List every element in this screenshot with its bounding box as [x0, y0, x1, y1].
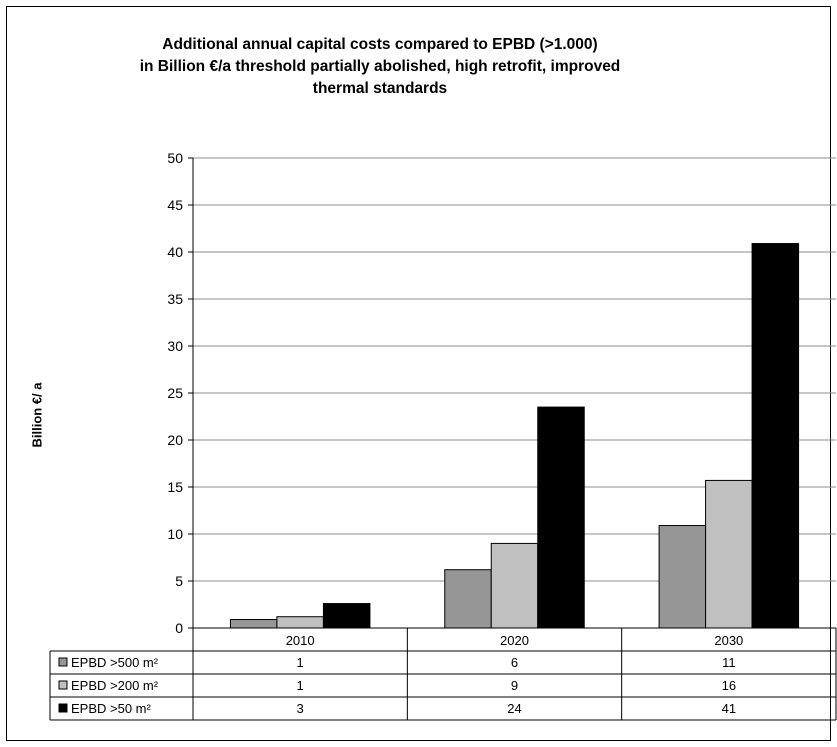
y-tick-label: 45	[167, 197, 183, 213]
x-category-label: 2020	[500, 633, 529, 648]
legend-swatch	[58, 680, 68, 690]
bar	[229, 619, 278, 629]
data-label: 41	[722, 701, 736, 716]
chart-title: Additional annual capital costs compared…	[100, 34, 660, 100]
legend-series-name: EPBD >500 m²	[71, 655, 159, 670]
bar	[322, 603, 371, 629]
data-label: 24	[507, 701, 521, 716]
title-line-1: Additional annual capital costs compared…	[162, 36, 598, 53]
legend-series-name: EPBD >200 m²	[71, 678, 159, 693]
bar	[537, 406, 585, 629]
y-tick-label: 0	[175, 620, 183, 636]
y-tick-label: 50	[167, 150, 183, 166]
data-label: 3	[297, 701, 304, 716]
x-category-label: 2010	[286, 633, 315, 648]
y-tick-label: 5	[175, 573, 183, 589]
y-tick-label: 15	[167, 479, 183, 495]
y-tick-label: 35	[167, 291, 183, 307]
y-tick-label: 40	[167, 244, 183, 260]
bar	[490, 542, 539, 629]
bar	[276, 616, 324, 629]
data-label: 11	[722, 655, 736, 670]
bar	[658, 525, 707, 629]
data-label: 6	[511, 655, 518, 670]
legend-swatch	[58, 703, 68, 713]
data-label: 1	[297, 678, 304, 693]
bar	[751, 243, 800, 629]
bar	[444, 569, 492, 629]
legend-series-name: EPBD >50 m²	[71, 701, 152, 716]
x-category-label: 2030	[714, 633, 743, 648]
y-tick-label: 10	[167, 526, 183, 542]
legend-swatch	[58, 657, 68, 667]
y-tick-label: 30	[167, 338, 183, 354]
data-label: 1	[297, 655, 304, 670]
bar	[705, 479, 753, 629]
title-line-3: thermal standards	[312, 80, 448, 97]
data-label: 9	[511, 678, 518, 693]
data-label: 16	[722, 678, 736, 693]
y-tick-label: 25	[167, 385, 183, 401]
title-line-2: in Billion €/a threshold partially aboli…	[139, 58, 621, 75]
y-tick-label: 20	[167, 432, 183, 448]
chart-frame	[6, 6, 831, 741]
